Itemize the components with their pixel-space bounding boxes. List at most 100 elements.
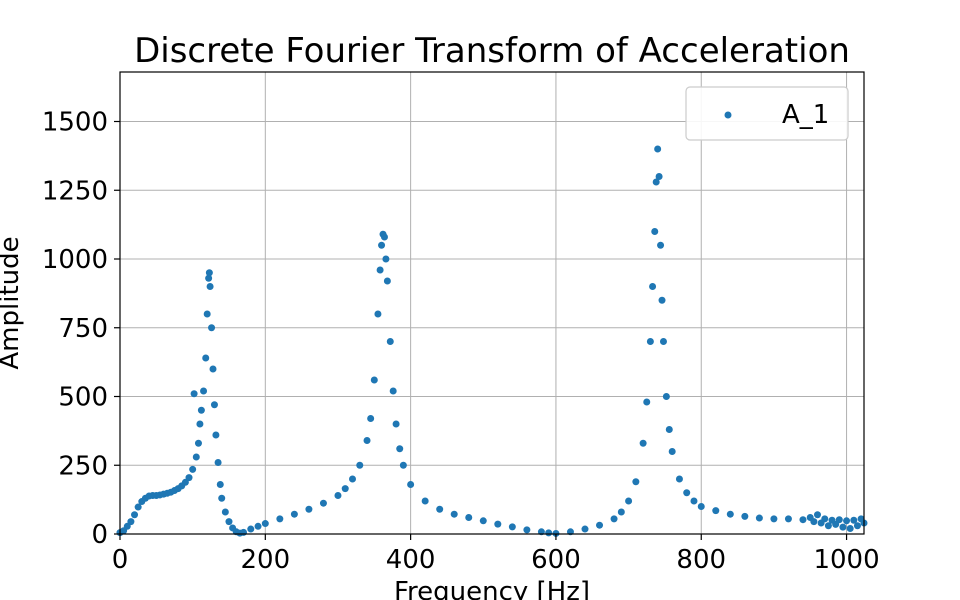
data-point [770,515,778,523]
data-point [651,228,659,235]
data-point [399,461,407,469]
data-point [683,489,691,497]
data-point [190,390,198,398]
data-point [127,518,135,526]
data-point [334,492,342,499]
data-point [436,505,444,513]
data-point [212,431,220,439]
data-point [194,439,202,447]
data-point [189,465,197,473]
data-point [824,522,832,530]
data-point [655,173,663,180]
data-point [846,525,854,532]
data-point [843,517,851,525]
y-axis-label: Amplitude [0,236,25,369]
legend: A_1 [685,86,849,141]
data-point [196,420,204,428]
data-point [261,520,269,528]
data-point [652,178,660,186]
data-point [221,508,229,516]
data-point [276,515,284,523]
data-point [389,387,397,395]
data-points [116,145,868,537]
data-point [254,522,262,530]
data-point [450,510,458,518]
data-point [200,387,208,395]
data-point [363,437,371,444]
legend-label: A_1 [782,100,829,130]
data-point [659,338,667,345]
data-point [810,518,818,526]
data-point [205,274,213,282]
x-tick-label: 400 [386,545,436,575]
x-axis-label: Frequency [Hz] [394,577,590,600]
data-point [218,494,226,502]
data-point [421,497,429,505]
data-point [202,354,210,362]
data-point [657,241,665,249]
data-point [206,283,214,290]
data-point [625,497,633,505]
y-tick-label: 750 [58,314,108,344]
data-point [632,478,640,486]
data-point [799,516,807,524]
y-tick-label: 1250 [42,176,108,206]
data-point [305,505,313,513]
data-point [784,515,792,523]
data-point [726,510,734,518]
data-point [649,283,657,290]
x-tick-label: 0 [112,545,129,575]
data-point [853,522,861,530]
y-tick-label: 500 [58,383,108,413]
data-point [639,439,647,447]
data-point [341,485,349,493]
data-point [380,233,388,241]
data-point [240,528,248,536]
data-point [383,277,391,285]
data-point [465,514,473,521]
data-point [203,310,211,318]
legend-box [685,86,849,141]
data-point [646,338,654,345]
data-point [850,516,858,524]
data-point [290,510,298,518]
data-point [658,296,666,304]
data-point [662,393,670,400]
data-point [131,511,139,519]
data-point [697,503,705,510]
data-point [755,514,763,522]
legend-marker [724,111,732,119]
data-point [814,511,821,519]
data-point [247,525,255,533]
y-tick-label: 1500 [42,108,108,138]
data-point [741,512,749,520]
data-point [835,516,843,524]
data-point [382,255,390,263]
data-point [821,515,829,523]
data-point [210,401,218,409]
data-point [712,507,720,515]
data-point [209,365,217,373]
data-point [378,241,386,249]
data-point [617,508,625,516]
data-point [319,499,327,507]
data-point [392,420,400,428]
data-point [349,475,356,483]
data-point [225,518,233,526]
data-point [508,523,516,531]
data-point [376,266,384,274]
data-point [545,529,553,537]
data-point [610,515,618,523]
plot-frame [119,71,865,535]
data-point [654,145,662,153]
x-axis-ticks: 0 200 400 600 800 1000 [112,534,880,575]
data-point [370,376,378,384]
data-point [192,453,200,461]
data-point [396,445,404,453]
data-point [197,406,205,414]
chart-title: Discrete Fourier Transform of Accelerati… [134,31,850,71]
data-point [596,521,604,529]
data-point [367,415,375,422]
data-point [643,398,651,406]
data-point [675,475,683,483]
